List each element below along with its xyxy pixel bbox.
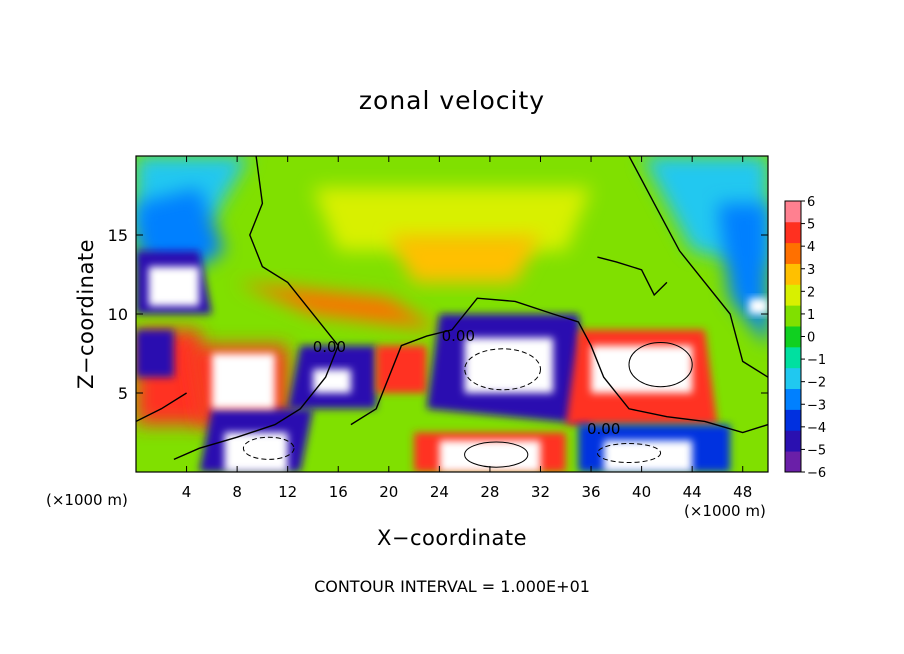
x-tick-label-48: 48 <box>733 483 752 501</box>
field-region-23 <box>224 432 288 472</box>
field-region-18 <box>148 266 200 307</box>
colorbar-swatch-7 <box>785 305 801 327</box>
x-tick-label-44: 44 <box>683 483 702 501</box>
colorbar-swatch-2 <box>785 409 801 431</box>
colorbar-tick-label-6: 0 <box>807 331 815 346</box>
y-tick-label-15: 15 <box>108 226 128 245</box>
colorbar-tick-label-10: −4 <box>807 421 826 436</box>
colorbar-swatch-5 <box>785 346 801 369</box>
field-region-20 <box>313 369 351 393</box>
x-tick-label-24: 24 <box>430 483 449 501</box>
field-region-19 <box>211 353 275 409</box>
colorbar-tick-label-0: 6 <box>807 195 815 210</box>
colorbar-swatch-3 <box>785 388 801 410</box>
colorbar: 6 5 4 3 2 1 0 −1 −2 −3 −4 −5 −6 <box>784 195 826 481</box>
contour-label-0: 0.00 <box>313 338 346 356</box>
inner-contour-2 <box>242 436 295 460</box>
contour-label-1: 0.00 <box>442 327 475 345</box>
colorbar-tick-label-9: −3 <box>807 398 826 413</box>
colorbar-tick-label-4: 2 <box>807 285 815 300</box>
x-unit-label-left: (×1000 m) <box>46 491 128 509</box>
colorbar-swatch-0 <box>785 451 801 473</box>
colorbar-swatch-1 <box>785 430 801 452</box>
x-tick-label-12: 12 <box>278 483 297 501</box>
colorbar-tick-label-11: −5 <box>807 443 826 458</box>
x-tick-label-20: 20 <box>379 483 398 501</box>
colorbar-swatch-8 <box>785 284 801 306</box>
colorbar-tick-label-5: 1 <box>807 308 815 323</box>
contour-line-3 <box>136 392 187 423</box>
inner-contour-1 <box>628 342 693 388</box>
x-tick-label-8: 8 <box>232 483 242 501</box>
y-tick-label-5: 5 <box>118 384 128 403</box>
colorbar-swatch-6 <box>785 326 801 348</box>
contour-line-2 <box>628 156 768 378</box>
velocity-field <box>136 156 768 472</box>
inner-contour-0 <box>464 348 542 391</box>
colorbar-swatch-9 <box>785 263 801 285</box>
inner-contour-3 <box>464 441 529 468</box>
chart-title: zonal velocity <box>358 86 546 115</box>
field-region-12 <box>376 345 427 393</box>
contour-label-2: 0.00 <box>587 420 620 438</box>
colorbar-tick-label-12: −6 <box>807 466 826 481</box>
field-region-10 <box>136 329 174 378</box>
field-region-26 <box>749 298 768 314</box>
colorbar-tick-label-1: 5 <box>807 218 815 233</box>
field-region-22 <box>591 345 693 393</box>
contour-line-0 <box>173 156 340 461</box>
colorbar-tick-label-8: −2 <box>807 376 826 391</box>
contour-interval-note: CONTOUR INTERVAL = 1.000E+01 <box>314 577 590 596</box>
y-tick-label-10: 10 <box>108 305 128 324</box>
colorbar-tick-label-2: 4 <box>807 240 815 255</box>
colorbar-tick-label-3: 3 <box>807 263 815 278</box>
x-tick-label-16: 16 <box>329 483 348 501</box>
x-tick-label-28: 28 <box>480 483 499 501</box>
x-tick-label-40: 40 <box>632 483 651 501</box>
colorbar-swatch-4 <box>785 367 801 390</box>
field-region-21 <box>464 337 554 393</box>
colorbar-swatch-10 <box>785 242 801 264</box>
x-tick-label-32: 32 <box>531 483 550 501</box>
colorbar-swatch-12 <box>785 201 801 223</box>
field-region-6 <box>237 282 440 330</box>
contour-line-1 <box>350 297 768 434</box>
contour-line-4 <box>597 256 668 297</box>
x-tick-label-4: 4 <box>182 483 192 501</box>
colorbar-swatch-11 <box>785 221 801 244</box>
field-region-25 <box>603 440 693 472</box>
inner-contour-4 <box>596 443 662 463</box>
contour-lines: 0.00 0.00 0.00 <box>136 156 768 468</box>
x-axis-label: X−coordinate <box>377 526 527 550</box>
colorbar-tick-label-7: −1 <box>807 353 826 368</box>
x-unit-label-right: (×1000 m) <box>684 502 766 520</box>
x-tick-label-36: 36 <box>581 483 600 501</box>
field-region-24 <box>439 440 541 472</box>
field-region-5 <box>388 235 541 283</box>
